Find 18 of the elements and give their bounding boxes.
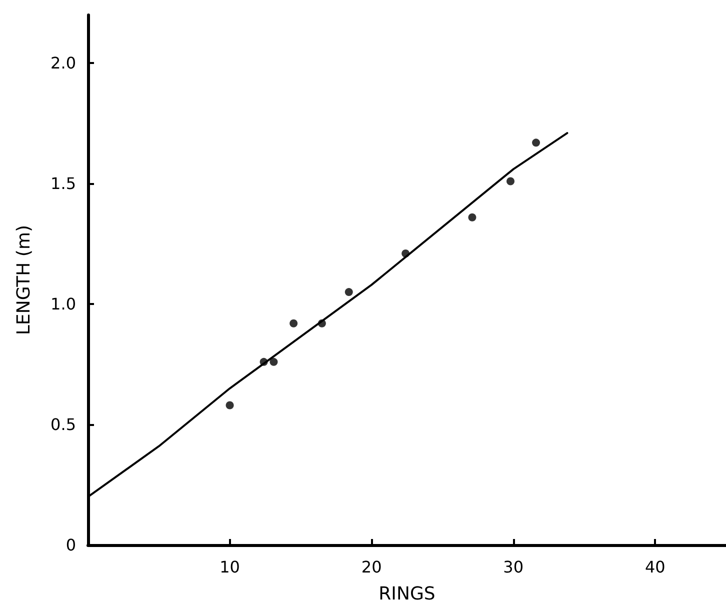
point [344,288,353,296]
y-tick-label: 0.5 [50,415,76,434]
x-tick-label: 30 [503,558,524,576]
point [290,319,298,328]
x-tick-label: 40 [644,558,666,576]
x-axis-title: RINGS [378,584,436,604]
point [468,213,476,222]
y-tick-label: 2.0 [50,54,76,73]
x-tick-label: 10 [220,558,240,576]
y-axis-title: LENGTH (m) [14,224,34,336]
point [532,138,540,147]
y-tick-label: 0 [66,536,76,554]
y-tick-label: 1.0 [50,294,76,314]
x-tick-label: 20 [361,558,382,576]
y-tick-label: 1.5 [50,174,76,194]
point [226,401,234,410]
point [506,177,514,186]
point [270,358,278,366]
